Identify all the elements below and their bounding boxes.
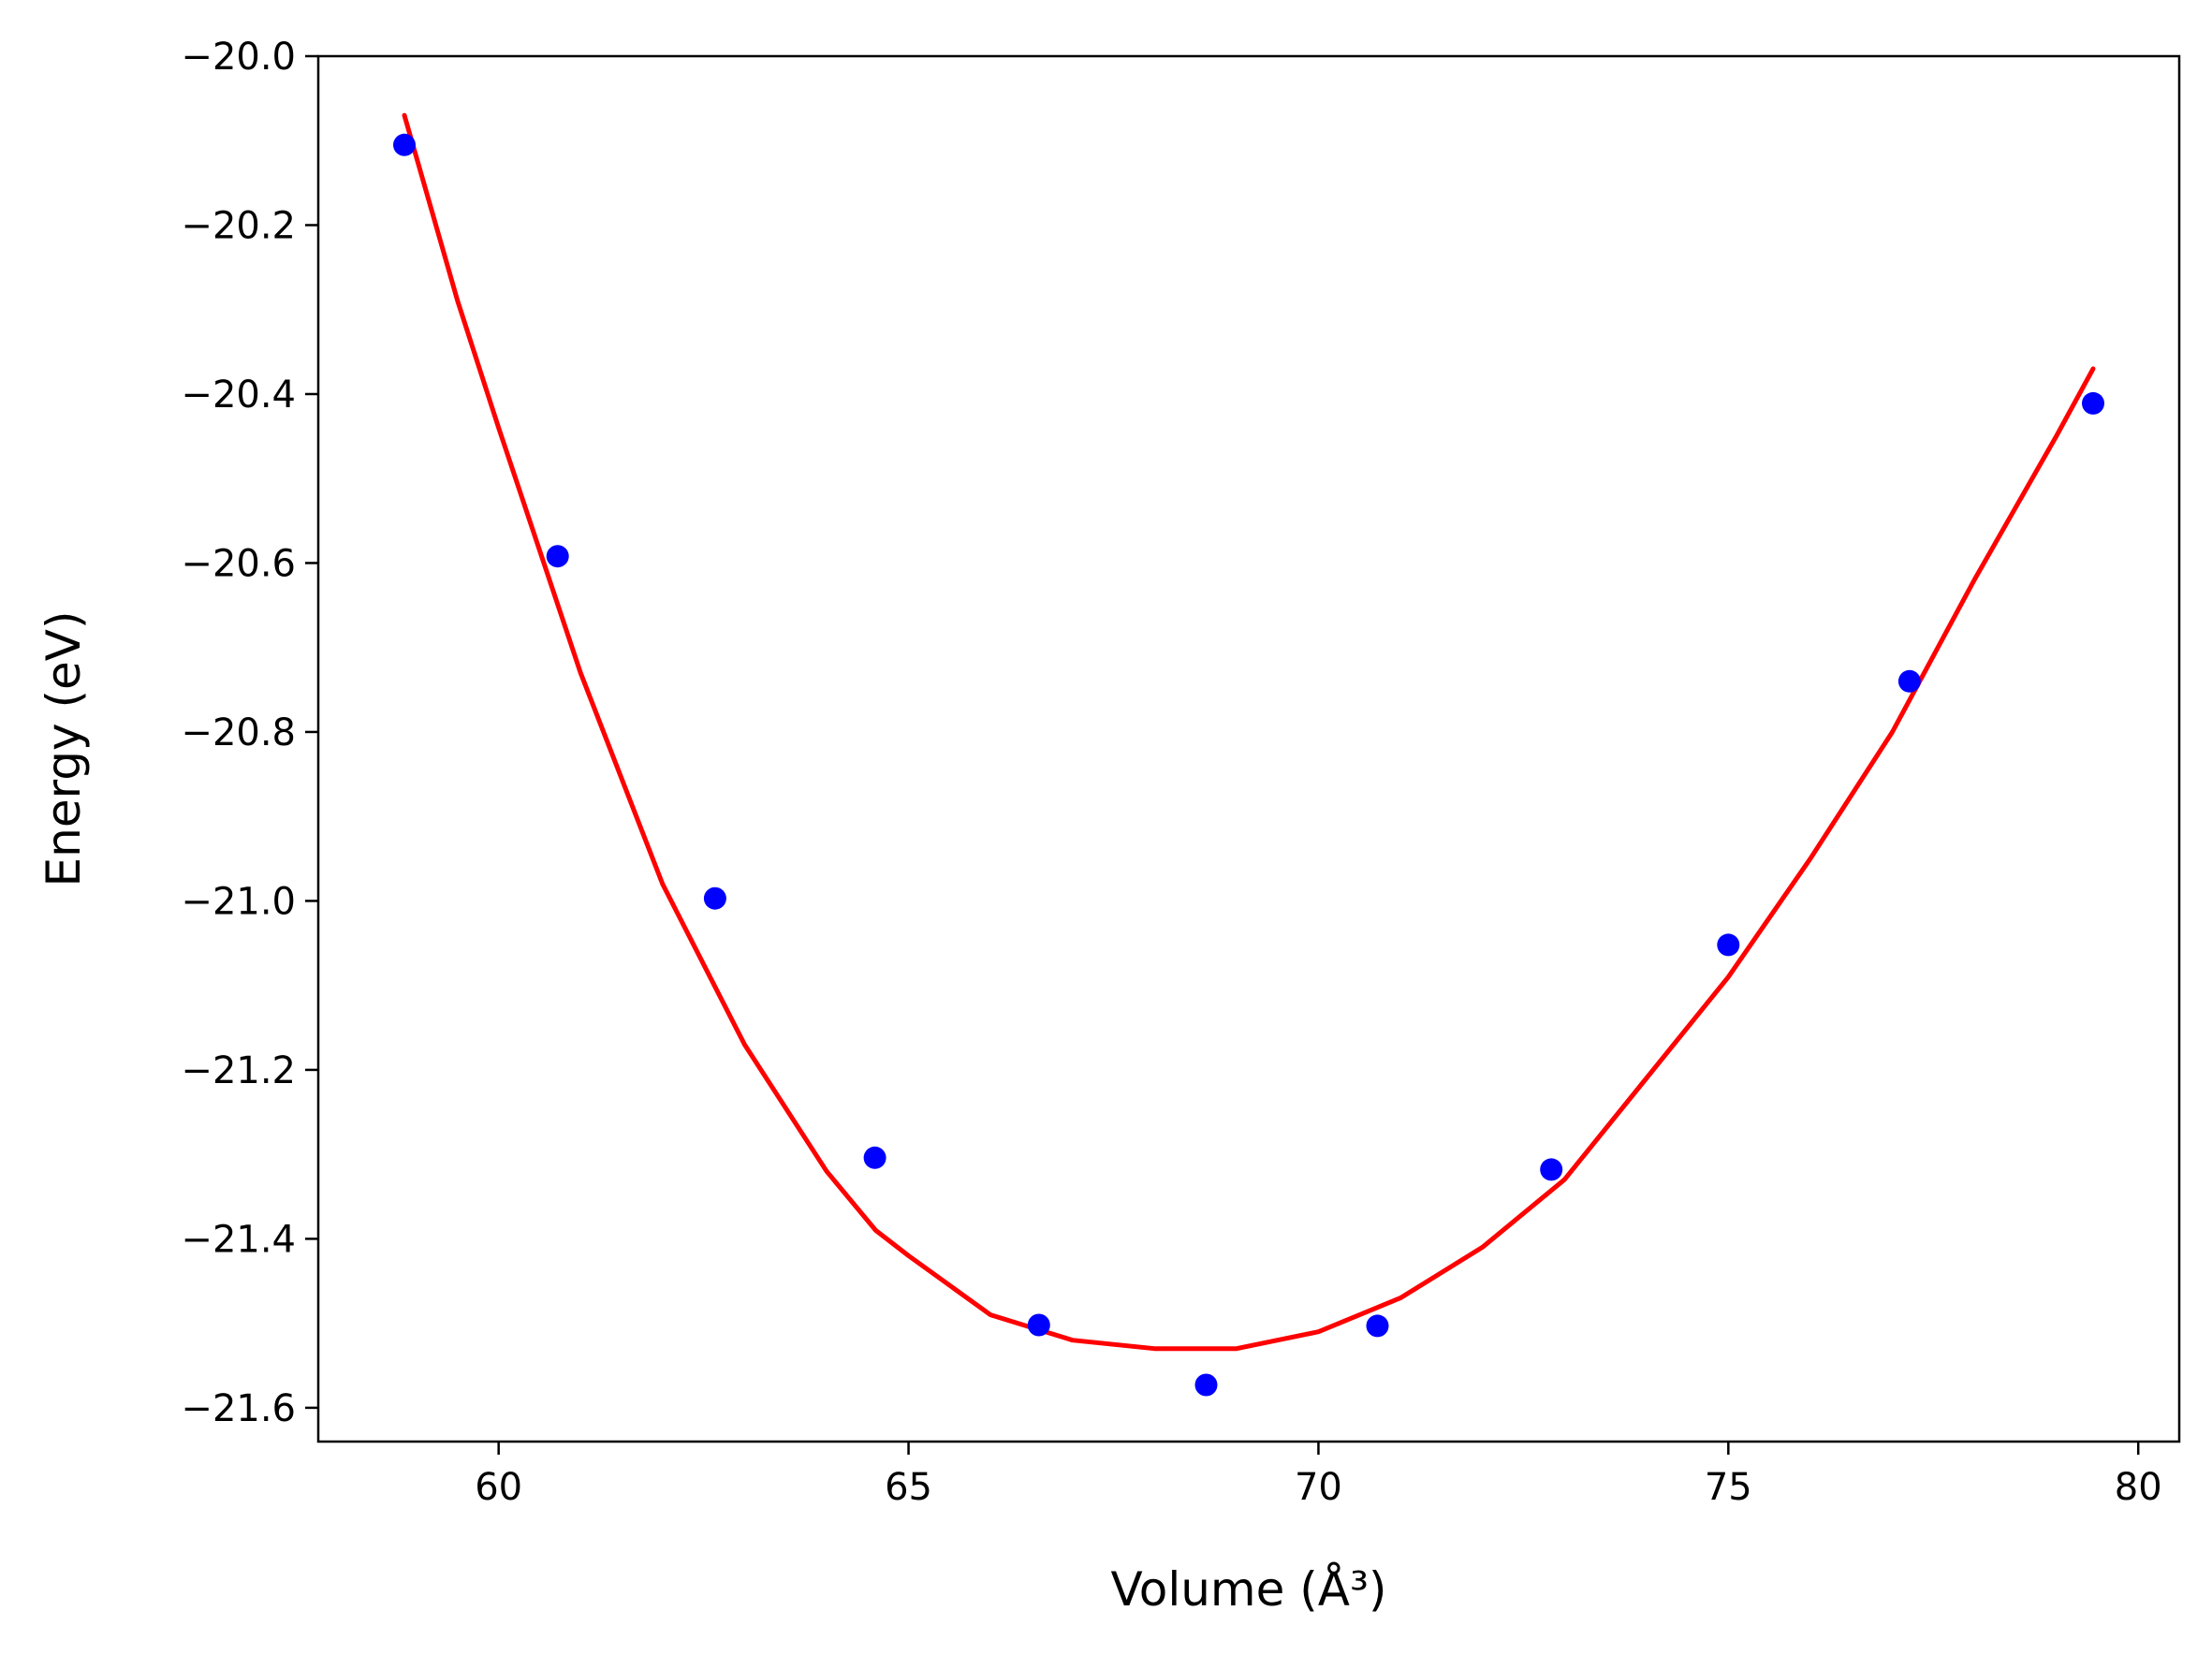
data-point	[703, 886, 726, 910]
y-tick-label: −21.4	[181, 1218, 296, 1261]
y-tick-label: −20.6	[181, 542, 296, 585]
plot-frame	[316, 54, 2181, 1443]
y-tick-label: −21.2	[181, 1049, 296, 1092]
data-point	[1366, 1314, 1389, 1338]
data-point	[1540, 1158, 1563, 1181]
y-tick-label: −20.8	[181, 711, 296, 754]
x-tick-label: 80	[2115, 1466, 2162, 1509]
x-tick-label: 75	[1705, 1466, 1752, 1509]
y-axis-label: Energy (eV)	[37, 611, 91, 887]
x-tick-label: 65	[885, 1466, 932, 1509]
data-points-layer	[393, 133, 2104, 1397]
y-tick-label: −20.0	[181, 36, 296, 79]
y-tick-label: −20.4	[181, 373, 296, 417]
data-point	[1194, 1373, 1218, 1397]
data-point	[1717, 933, 1740, 957]
data-point	[1027, 1313, 1050, 1337]
data-point	[1897, 669, 1921, 693]
data-point	[2082, 391, 2104, 415]
x-tick-label: 70	[1295, 1466, 1342, 1509]
fit-curve-line	[402, 112, 2096, 1352]
y-tick-label: −21.6	[181, 1387, 296, 1430]
y-tick-label: −21.0	[181, 880, 296, 923]
x-tick-label: 60	[475, 1466, 522, 1509]
data-point	[546, 545, 569, 568]
x-axis-label: Volume (Å³)	[1110, 1562, 1386, 1617]
data-point	[863, 1146, 886, 1169]
data-point	[393, 133, 416, 156]
y-tick-label: −20.2	[181, 204, 296, 247]
axes-layer: 60 65 70 75 80 −20.0 −20.2 −20.4 −20.6 −20.8 −21.0…	[181, 36, 2181, 1509]
fit-curve-layer	[402, 112, 2096, 1352]
